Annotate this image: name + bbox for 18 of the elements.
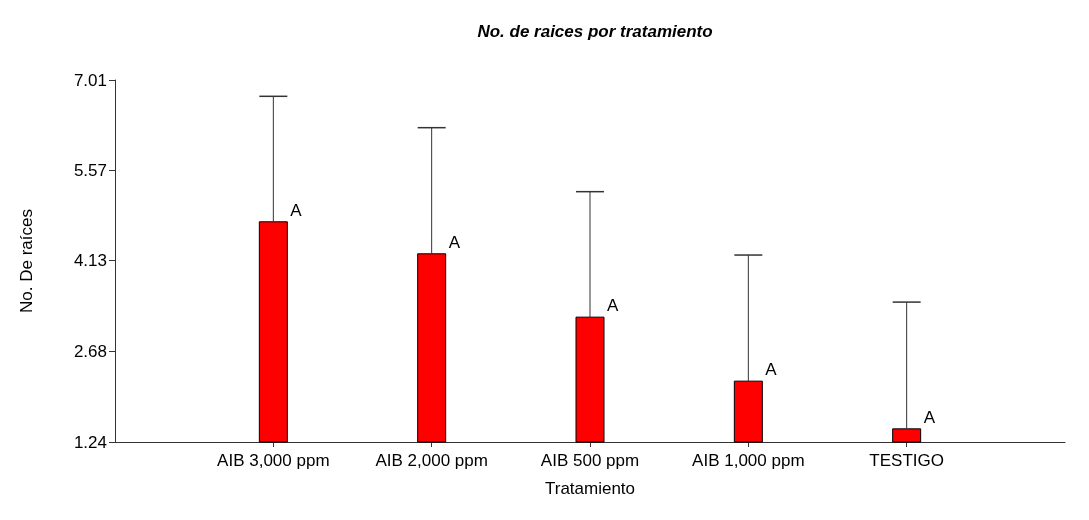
- annotation: A: [607, 296, 619, 316]
- y-tick-label: 5.57: [73, 160, 107, 180]
- annotation: A: [448, 232, 461, 252]
- annotation: A: [765, 360, 778, 380]
- x-axis-title: Tratamiento: [544, 479, 636, 498]
- chart-title: No. de raices por tratamiento: [477, 22, 713, 41]
- y-tick-label: 4.13: [73, 251, 107, 271]
- y-tick-label: 2.68: [73, 342, 107, 362]
- y-tick-label: 1.24: [73, 432, 107, 452]
- y-tick-label: 7.01: [73, 70, 107, 90]
- x-tick-label: AIB 3,000 ppm: [217, 451, 330, 470]
- x-tick-label: AIB 2,000 ppm: [375, 451, 488, 470]
- x-tick-label: TESTIGO: [869, 451, 944, 470]
- annotation: A: [923, 407, 936, 427]
- x-tick-label: AIB 1,000 ppm: [692, 451, 805, 470]
- y-axis-title: No. De raíces: [17, 209, 36, 313]
- x-tick-label: AIB 500 ppm: [540, 451, 640, 470]
- annotation: A: [290, 200, 303, 220]
